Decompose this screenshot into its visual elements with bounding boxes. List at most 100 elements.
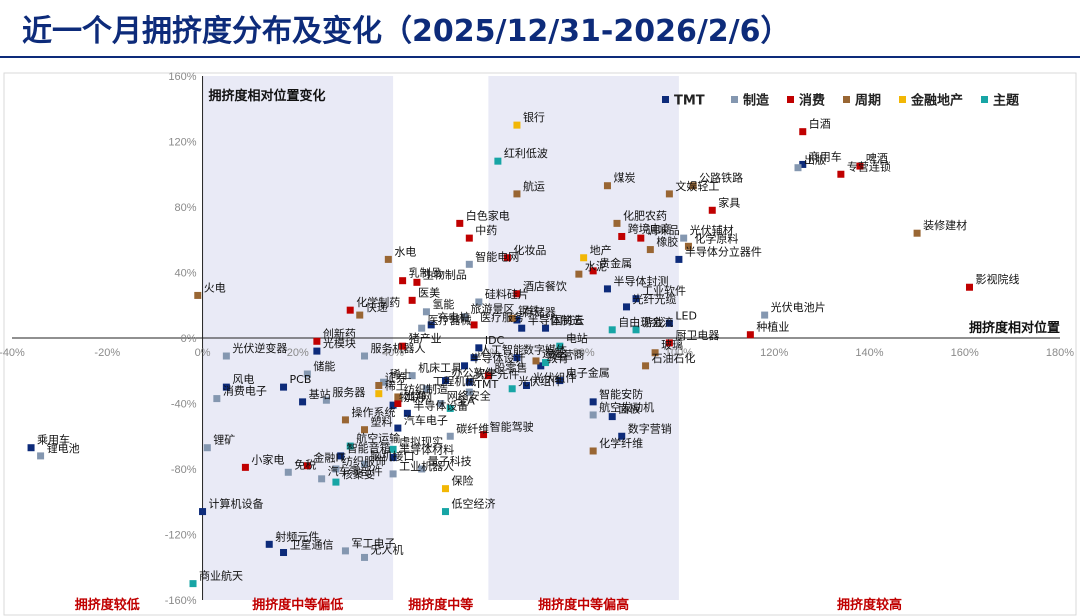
data-label: 基站 xyxy=(309,387,331,401)
data-point xyxy=(799,160,807,168)
data-point xyxy=(346,306,354,314)
x-tick-label: 60% xyxy=(477,347,499,359)
y-tick-label: 80% xyxy=(175,202,197,214)
data-point xyxy=(422,308,430,316)
data-label: 水泥 xyxy=(585,260,607,273)
data-label: 工业软件 xyxy=(642,284,686,298)
data-point xyxy=(684,242,692,250)
data-label: 白酒 xyxy=(809,117,831,131)
y-tick-label: -40% xyxy=(171,399,197,411)
data-label: 氢能 xyxy=(432,297,454,311)
data-label: 专营连锁 xyxy=(847,159,891,173)
data-point xyxy=(213,395,221,403)
data-point xyxy=(642,362,650,370)
data-label: 全A xyxy=(456,393,475,407)
legend-entry: 周期 xyxy=(855,94,881,109)
data-label: 酒店餐饮 xyxy=(523,279,567,293)
data-point xyxy=(418,324,426,332)
data-label: 光伏组件 xyxy=(532,370,576,384)
data-label: 半导体设计 xyxy=(471,351,526,365)
data-label: 红利低波 xyxy=(504,147,548,160)
y-tick-label: 160% xyxy=(168,71,196,83)
data-point xyxy=(637,234,645,242)
data-point xyxy=(613,219,621,227)
data-point xyxy=(303,462,311,470)
data-label: LED xyxy=(675,309,697,322)
data-label: 脑机接口 xyxy=(371,449,415,463)
data-label: 创新药 xyxy=(323,326,356,340)
data-label: IDC xyxy=(485,334,505,347)
data-point xyxy=(422,385,430,393)
data-point xyxy=(575,270,583,278)
data-point xyxy=(361,460,369,468)
data-label: 保险 xyxy=(451,474,473,488)
data-label: 半导体材料 xyxy=(399,443,454,457)
legend-swatch xyxy=(899,96,906,103)
data-label: 碳纤维 xyxy=(456,421,489,435)
data-label: 啤酒 xyxy=(866,151,888,165)
data-point xyxy=(837,170,845,178)
data-label: 智能电网 xyxy=(475,249,519,263)
data-label: 光伏组件 xyxy=(518,374,562,388)
data-label: 光学元件 xyxy=(475,367,519,381)
data-label: 旅游景区 xyxy=(471,302,515,316)
data-label: 射频元件 xyxy=(275,529,319,543)
data-point xyxy=(318,475,326,483)
crowding-scatter-chart: -40% -20% 0% 20% 40% 60% 80% 100% 120% 140% 160% 18… xyxy=(0,71,1077,616)
data-label: 机床工具 xyxy=(418,361,462,375)
data-point xyxy=(532,357,540,365)
data-label: 光纤光缆 xyxy=(633,292,677,306)
data-point xyxy=(446,404,454,412)
y-axis-title: 拥挤度相对位置变化 xyxy=(209,88,326,104)
data-point xyxy=(313,337,321,345)
data-label: 白色家电 xyxy=(466,208,510,222)
data-label: 卫星通信 xyxy=(290,539,334,552)
data-point xyxy=(470,321,478,329)
data-point xyxy=(589,398,597,406)
data-point xyxy=(303,370,311,378)
plot-frame xyxy=(3,72,1077,616)
data-point xyxy=(222,383,230,391)
data-label: 半导体设备 xyxy=(413,398,468,412)
data-label: 面板 xyxy=(618,402,640,416)
data-label: 量子科技 xyxy=(428,454,472,468)
data-label: 地产 xyxy=(590,243,612,257)
title-underline xyxy=(0,56,1080,58)
data-point xyxy=(689,182,697,190)
data-label: 游戏 xyxy=(642,316,664,329)
data-label: 工业机器人 xyxy=(399,459,454,473)
data-point xyxy=(194,291,202,299)
data-label: 汽车电子 xyxy=(404,413,448,427)
data-label: 操作系统 xyxy=(351,405,395,419)
data-point xyxy=(394,393,402,401)
data-label: 装修建材 xyxy=(923,218,967,232)
data-point xyxy=(222,352,230,360)
data-label: 种植业 xyxy=(756,320,789,334)
data-point xyxy=(27,444,35,452)
data-point xyxy=(794,164,802,172)
data-label: 工程机械 xyxy=(432,374,476,388)
data-label: 智能安防 xyxy=(599,387,643,401)
data-point xyxy=(484,372,492,380)
data-point xyxy=(542,324,550,332)
data-point xyxy=(632,326,640,334)
y-tick-label: -120% xyxy=(165,530,197,542)
data-point xyxy=(441,485,449,493)
data-point xyxy=(441,508,449,516)
data-point xyxy=(375,381,383,389)
data-point xyxy=(403,409,411,417)
data-label: 猪产业 xyxy=(409,331,442,345)
data-label: 硅料硅片 xyxy=(485,287,529,301)
data-point xyxy=(341,416,349,424)
data-point xyxy=(389,454,397,462)
data-label: 军工电子 xyxy=(351,537,395,550)
data-point xyxy=(913,229,921,237)
data-point xyxy=(589,267,597,275)
data-point xyxy=(337,452,345,460)
data-label: 核聚变 xyxy=(342,467,375,481)
data-label: 锂矿 xyxy=(213,433,235,447)
data-point xyxy=(408,296,416,304)
data-point xyxy=(380,378,388,386)
data-point xyxy=(465,388,473,396)
data-point xyxy=(384,255,392,263)
